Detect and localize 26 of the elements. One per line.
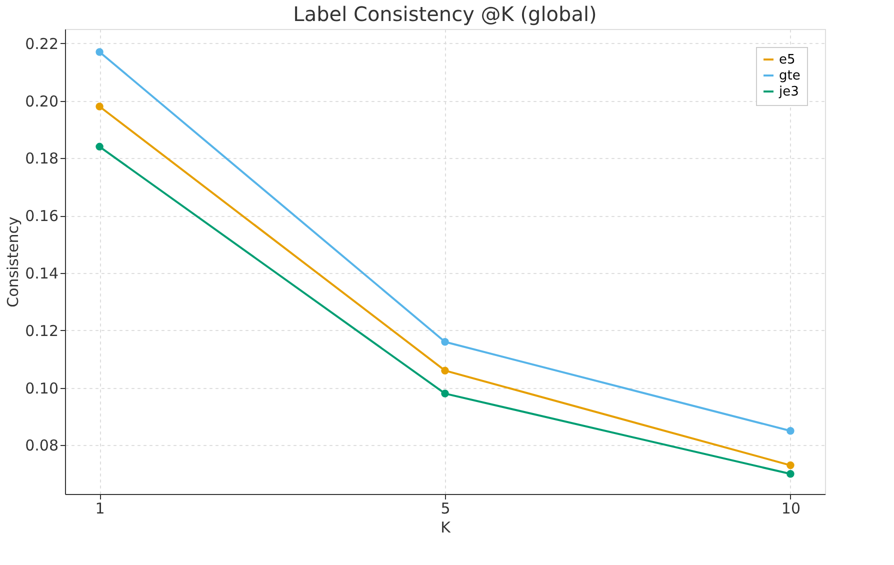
point (96, 102, 104, 110)
chart-title: Label Consistency @K (global) (293, 2, 597, 26)
point (786, 470, 794, 478)
x-tick-label: 10 (781, 500, 800, 518)
y-tick-label: 0.22 (25, 34, 58, 53)
x-axis-title: K (440, 518, 452, 536)
legend-label: je3 (778, 84, 799, 100)
point (96, 142, 104, 151)
y-tick-label: 0.20 (25, 92, 58, 110)
x-tick-label: 5 (440, 500, 450, 518)
y-tick-label: 0.10 (25, 379, 58, 398)
point (786, 426, 794, 435)
y-tick-label: 0.16 (25, 207, 58, 226)
y-tick-label: 0.18 (25, 150, 58, 168)
y-tick-label: 0.14 (25, 264, 58, 282)
legend-label: gte (779, 68, 800, 84)
point (96, 48, 104, 56)
legend-label: e5 (779, 52, 796, 68)
point (441, 366, 449, 374)
y-axis-title: Consistency (4, 216, 22, 308)
point (441, 338, 449, 346)
x-tick-label: 1 (95, 500, 105, 518)
point (786, 461, 794, 470)
point (441, 390, 449, 398)
y-tick-label: 0.08 (25, 436, 58, 455)
y-tick-label: 0.12 (25, 322, 58, 340)
